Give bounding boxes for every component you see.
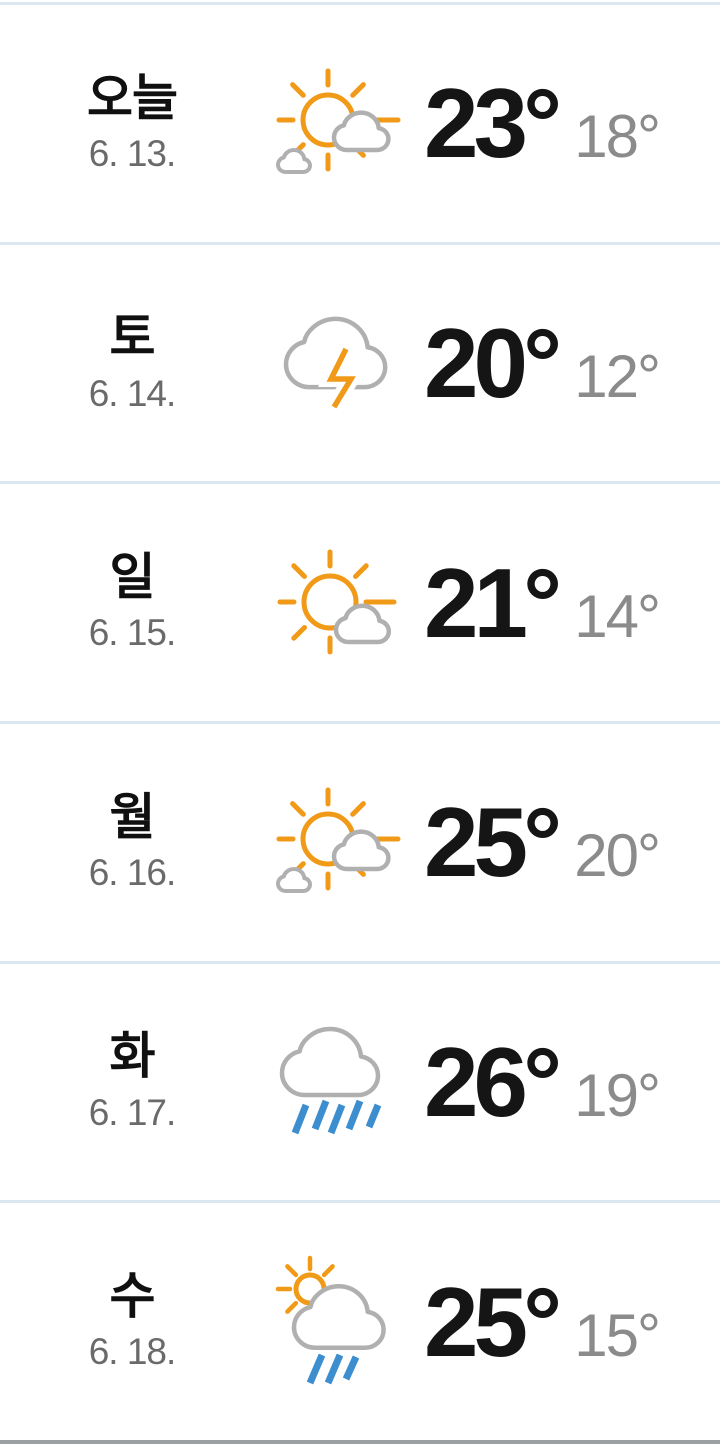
day-date: 6. 13. [88, 133, 177, 175]
low-temperature: 19° [574, 1062, 661, 1130]
day-column: 토 6. 14. [6, 311, 258, 415]
day-date: 6. 17. [88, 1091, 177, 1133]
temperature-group: 23° 18° [424, 74, 720, 172]
forecast-row-wednesday[interactable]: 수 6. 18. 25° 15° [0, 1200, 720, 1440]
day-label: 일 [109, 548, 156, 605]
low-temperature: 14° [574, 582, 661, 650]
low-temperature: 12° [574, 343, 661, 410]
sun-with-two-clouds-icon [258, 787, 418, 897]
day-column: 월 6. 16. [6, 791, 258, 895]
sun-with-cloud-icon [258, 548, 418, 658]
sun-behind-rain-cloud-icon [258, 1255, 418, 1389]
temperature-group: 25° 20° [424, 793, 720, 891]
high-temperature: 20° [424, 308, 562, 418]
day-label: 토 [109, 309, 156, 366]
forecast-row-sunday[interactable]: 일 6. 15. 21° 14° [0, 481, 720, 721]
day-date: 6. 15. [88, 612, 177, 654]
day-date: 6. 18. [88, 1331, 177, 1373]
day-column: 오늘 6. 13. [6, 72, 258, 176]
sun-with-two-clouds-icon [258, 68, 418, 178]
day-column: 화 6. 17. [6, 1030, 258, 1134]
bottom-divider [0, 1440, 720, 1444]
rain-cloud-icon [258, 1015, 418, 1149]
day-column: 일 6. 15. [6, 551, 258, 655]
forecast-row-tuesday[interactable]: 화 6. 17. 26° 19° [0, 960, 720, 1201]
day-label: 월 [109, 788, 156, 845]
high-temperature: 26° [424, 1027, 562, 1138]
high-temperature: 21° [424, 547, 562, 658]
day-date: 6. 16. [88, 852, 177, 894]
day-label: 수 [109, 1267, 156, 1324]
thunderstorm-cloud-icon [258, 301, 418, 425]
day-column: 수 6. 18. [6, 1270, 258, 1374]
high-temperature: 25° [424, 787, 562, 898]
temperature-group: 25° 15° [424, 1273, 720, 1371]
temperature-group: 26° 19° [424, 1033, 720, 1131]
high-temperature: 23° [424, 68, 562, 179]
forecast-row-monday[interactable]: 월 6. 16. 25° 20° [0, 721, 720, 961]
forecast-row-today[interactable]: 오늘 6. 13. 23° 18° [0, 2, 720, 242]
day-date: 6. 14. [88, 372, 177, 414]
forecast-row-saturday[interactable]: 토 6. 14. 20° 12° [0, 241, 720, 482]
low-temperature: 20° [574, 822, 661, 890]
temperature-group: 20° 12° [424, 314, 720, 412]
low-temperature: 18° [574, 103, 661, 171]
temperature-group: 21° 14° [424, 554, 720, 652]
day-label: 오늘 [87, 69, 178, 126]
high-temperature: 25° [424, 1266, 562, 1377]
day-label: 화 [109, 1028, 156, 1085]
low-temperature: 15° [574, 1301, 661, 1369]
